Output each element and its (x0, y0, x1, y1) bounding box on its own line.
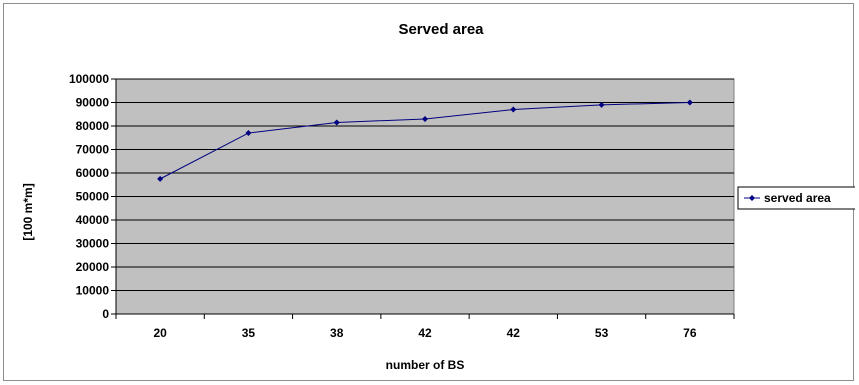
y-tick-label: 50000 (76, 190, 110, 204)
x-tick-label: 42 (418, 326, 432, 340)
legend-box (737, 186, 855, 210)
legend-label: served area (764, 191, 831, 205)
x-tick-label: 42 (507, 326, 521, 340)
chart-title: Served area (398, 21, 484, 38)
y-tick-label: 80000 (76, 119, 110, 133)
y-tick-label: 30000 (76, 237, 110, 251)
legend: served area (737, 186, 855, 210)
data-point (422, 115, 428, 122)
y-tick-label: 60000 (76, 166, 110, 180)
y-tick-label: 90000 (76, 96, 110, 110)
y-tick-label: 0 (102, 307, 109, 321)
x-axis: 20 35 38 42 42 53 76 (115, 313, 735, 340)
x-tick-label: 76 (683, 326, 697, 340)
y-tick-label: 100000 (69, 72, 109, 86)
x-axis-title: number of BS (386, 358, 465, 372)
x-tick-label: 20 (153, 326, 167, 340)
data-point (686, 99, 693, 106)
data-point (598, 101, 605, 108)
chart: Served area 0 10000 20000 30000 40000 50000 60… (21, 21, 855, 372)
plot-area (115, 78, 735, 315)
x-tick-label: 35 (242, 326, 256, 340)
y-tick-label: 10000 (76, 284, 110, 298)
y-tick-label: 20000 (76, 260, 110, 274)
data-point (157, 175, 164, 182)
legend-marker-icon (749, 195, 755, 201)
data-point (510, 106, 517, 113)
x-tick-label: 53 (595, 326, 609, 340)
y-axis: 0 10000 20000 30000 40000 50000 60000 70000 8000… (69, 72, 117, 321)
x-tick-label: 38 (330, 326, 344, 340)
chart-frame: Served area 0 10000 20000 30000 40000 50000 60… (3, 3, 855, 381)
y-tick-label: 40000 (76, 213, 110, 227)
y-tick-label: 70000 (76, 143, 110, 157)
data-point (333, 119, 340, 126)
series-served-area (157, 99, 693, 182)
data-point (245, 130, 252, 137)
y-axis-title: [100 m*m] (21, 183, 35, 240)
